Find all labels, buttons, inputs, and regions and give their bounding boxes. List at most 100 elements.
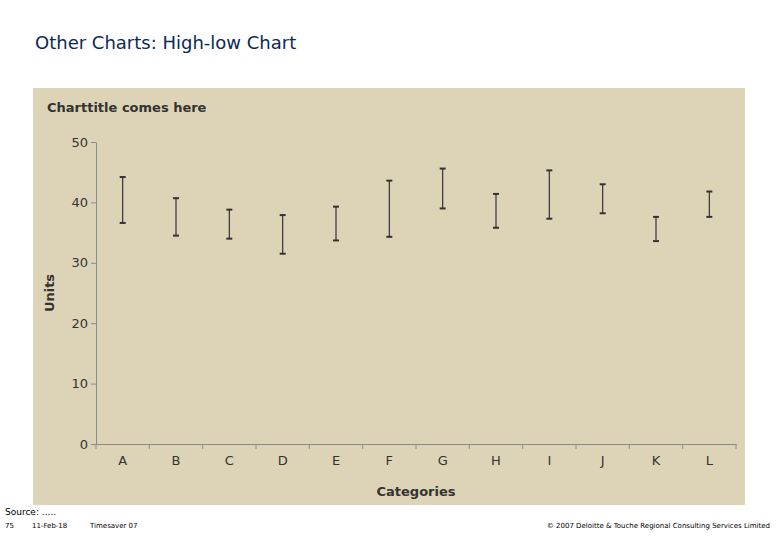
- x-tick-label: K: [652, 453, 661, 468]
- high-low-item: [493, 194, 499, 228]
- high-cap: [173, 197, 179, 199]
- high-low-item: [440, 169, 446, 209]
- low-cap: [546, 218, 552, 220]
- high-low-line: [442, 169, 443, 209]
- low-cap: [386, 236, 392, 238]
- high-cap: [493, 193, 499, 195]
- high-low-line: [549, 170, 550, 218]
- high-low-item: [706, 192, 712, 217]
- y-tick-mark: [91, 444, 96, 445]
- x-tick: E: [332, 444, 340, 468]
- high-low-item: [386, 181, 392, 237]
- y-tick-label: 10: [71, 376, 88, 391]
- x-tick-label: G: [438, 453, 448, 468]
- category-dividers: [96, 444, 736, 449]
- x-tick: D: [278, 444, 288, 468]
- x-tick-label: C: [225, 453, 234, 468]
- category-divider: [96, 444, 97, 449]
- x-tick: C: [225, 444, 234, 468]
- high-low-item: [333, 207, 339, 241]
- y-tick: 30: [71, 255, 96, 270]
- high-low-item: [173, 198, 179, 235]
- high-cap: [226, 209, 232, 211]
- category-divider: [629, 444, 630, 449]
- low-cap: [226, 238, 232, 240]
- high-low-item: [546, 170, 552, 218]
- y-tick-label: 50: [71, 135, 88, 150]
- category-divider: [202, 444, 203, 449]
- high-low-line: [175, 198, 176, 235]
- slide-title: Other Charts: High-low Chart: [35, 32, 296, 53]
- page-number: 75: [5, 522, 14, 530]
- low-cap: [333, 239, 339, 241]
- x-tick-label: L: [706, 453, 714, 468]
- chart-title: Charttitle comes here: [47, 100, 207, 115]
- high-cap: [333, 206, 339, 208]
- category-divider: [682, 444, 683, 449]
- high-cap: [600, 183, 606, 185]
- category-divider: [576, 444, 577, 449]
- y-tick-mark: [91, 202, 96, 203]
- y-axis-title: Units: [42, 274, 57, 312]
- high-cap: [280, 214, 286, 216]
- y-tick-label: 40: [71, 195, 88, 210]
- y-tick-label: 20: [71, 316, 88, 331]
- y-tick-mark: [91, 263, 96, 264]
- date: 11-Feb-18: [32, 522, 67, 530]
- x-tick: A: [118, 444, 127, 468]
- y-tick: 50: [71, 135, 96, 150]
- y-axis: 0 10 20 30 40 50: [71, 135, 96, 452]
- copyright: © 2007 Deloitte & Touche Regional Consul…: [547, 522, 770, 530]
- high-low-line: [335, 207, 336, 241]
- category-divider: [469, 444, 470, 449]
- x-tick-label: I: [547, 453, 551, 468]
- series-name: Timesaver 07: [89, 522, 138, 530]
- high-cap: [706, 191, 712, 193]
- high-low-line: [495, 194, 496, 228]
- high-low-line: [655, 217, 656, 241]
- category-divider: [362, 444, 363, 449]
- category-divider: [416, 444, 417, 449]
- x-tick: J: [600, 444, 605, 468]
- low-cap: [120, 222, 126, 224]
- x-tick-label: J: [600, 453, 605, 468]
- x-axis: A B C D E F G H I J K L: [97, 444, 737, 468]
- x-tick: B: [172, 444, 181, 468]
- low-cap: [653, 240, 659, 242]
- y-tick-mark: [91, 142, 96, 143]
- category-divider: [149, 444, 150, 449]
- high-cap: [386, 180, 392, 182]
- y-tick-mark: [91, 384, 96, 385]
- high-low-item: [653, 217, 659, 241]
- high-low-item: [280, 215, 286, 254]
- x-tick: F: [386, 444, 393, 468]
- high-low-item: [120, 177, 126, 223]
- category-divider: [256, 444, 257, 449]
- x-tick: H: [491, 444, 501, 468]
- chart-background: [33, 88, 745, 505]
- x-tick-label: D: [278, 453, 288, 468]
- y-tick: 0: [80, 437, 96, 452]
- x-tick-label: F: [386, 453, 393, 468]
- page: Other Charts: High-low Chart Charttitle c…: [0, 0, 780, 540]
- x-axis-title: Categories: [376, 484, 455, 499]
- high-low-line: [389, 181, 390, 237]
- high-low-line: [709, 192, 710, 217]
- category-divider: [522, 444, 523, 449]
- low-cap: [173, 235, 179, 237]
- x-tick: L: [706, 444, 714, 468]
- high-low-line: [122, 177, 123, 223]
- low-cap: [706, 216, 712, 218]
- high-low-item: [600, 184, 606, 213]
- x-tick: K: [652, 444, 661, 468]
- high-low-line: [229, 210, 230, 239]
- category-divider: [309, 444, 310, 449]
- plot-marks: [120, 169, 713, 254]
- x-tick-label: E: [332, 453, 340, 468]
- source: Source: .....: [5, 507, 56, 517]
- x-tick-label: H: [491, 453, 501, 468]
- high-low-line: [602, 184, 603, 213]
- y-tick: 10: [71, 376, 96, 391]
- high-cap: [120, 176, 126, 178]
- y-tick-label: 0: [80, 437, 88, 452]
